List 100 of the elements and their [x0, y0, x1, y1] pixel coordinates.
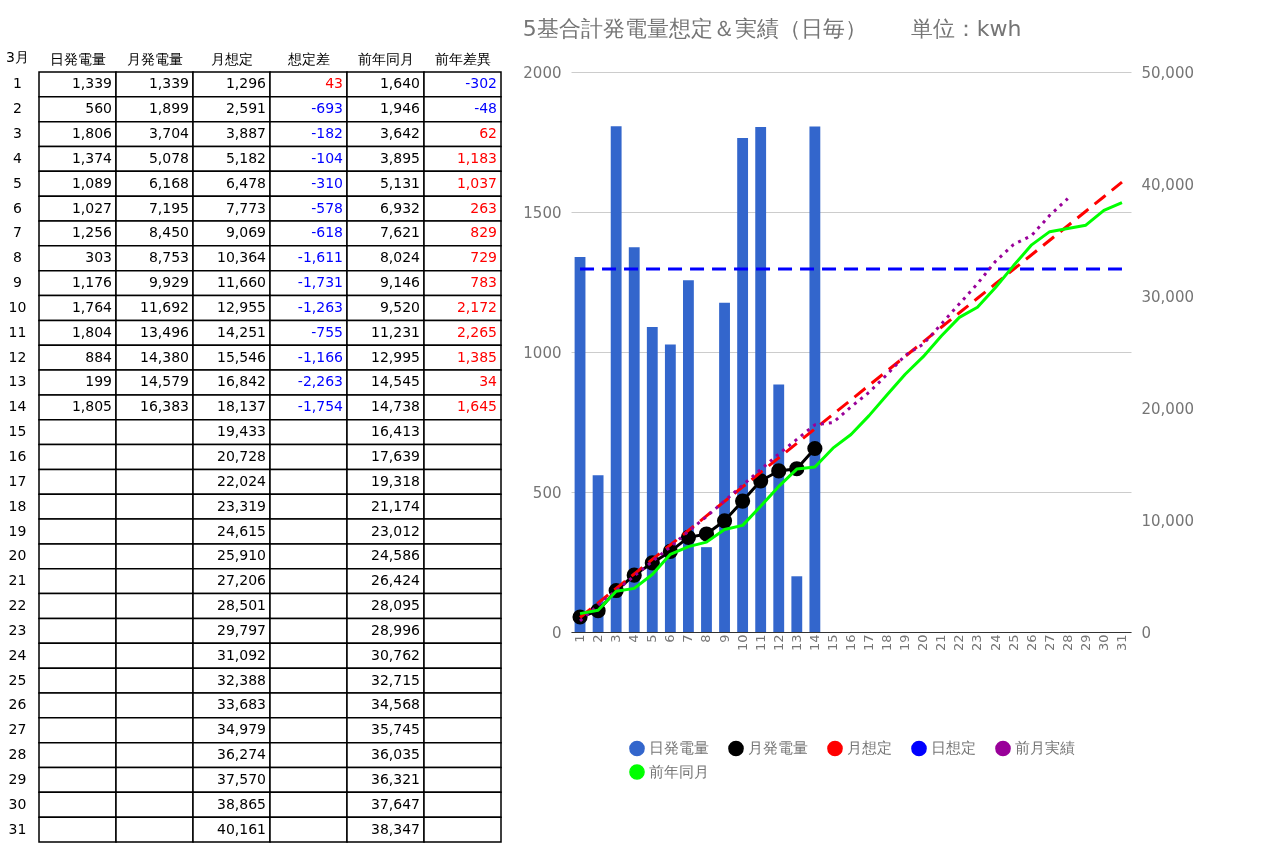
data-label: 21,174 [371, 497, 421, 514]
y-tick-label: 19 [8, 522, 27, 539]
data-label: 7,195 [148, 199, 189, 216]
x-tick-label: 18 [879, 634, 895, 652]
bar [610, 126, 622, 632]
data-label: 5,078 [148, 149, 189, 166]
x-tick-label: 24 [987, 634, 1003, 652]
y-tick-label: 1 [13, 75, 22, 92]
data-label: -578 [311, 199, 343, 216]
x-tick-label: 5 [644, 634, 660, 643]
y-tick-label: 21 [8, 572, 27, 589]
x-tick-label: 14 [806, 634, 822, 652]
data-label: -1,166 [297, 348, 344, 365]
data-label: 10,364 [217, 249, 267, 266]
data-label: 14,738 [371, 398, 420, 415]
data-label: 12,955 [217, 298, 266, 315]
y-tick-label: 12 [8, 348, 27, 365]
data-label: 9,146 [379, 274, 421, 291]
data-label: 25,910 [217, 547, 266, 564]
data-label: 29,797 [217, 621, 266, 638]
data-label: 22,024 [217, 472, 267, 489]
data-label: 1,899 [148, 100, 189, 117]
chart-title: 5基合計発電量想定＆実績（日毎） 単位：kwh [522, 16, 1022, 41]
x-tick-label: 2 [590, 634, 606, 643]
data-label: 17,639 [371, 448, 420, 464]
y-tick-label: 5 [13, 174, 22, 191]
data-label: 14,251 [217, 323, 266, 340]
point [735, 493, 751, 509]
data-label: 28,996 [371, 621, 421, 638]
data-label: 3,704 [148, 125, 190, 142]
data-label: 783 [470, 274, 497, 291]
x-tick-label: 17 [861, 634, 877, 652]
x-tick-label: 28 [1059, 634, 1075, 652]
data-label: 13,496 [140, 323, 190, 340]
x-tick-label: 6 [662, 634, 678, 643]
data-label: 23,319 [217, 497, 266, 514]
data-label: 31,092 [217, 646, 266, 663]
y-tick-label: 14 [8, 398, 27, 415]
data-label: 38,865 [217, 795, 266, 812]
y-tick-label: 10 [8, 298, 27, 315]
data-label: 27,206 [217, 572, 267, 589]
data-label: 37,647 [371, 795, 420, 812]
y-tick-label: 20 [8, 547, 27, 564]
data-label: 14,545 [371, 373, 420, 390]
data-label: 1,645 [456, 398, 497, 415]
data-label: -618 [311, 224, 343, 241]
data-label: 40,161 [217, 820, 266, 837]
data-label: 5,182 [225, 149, 266, 166]
data-label: 3,895 [379, 149, 420, 166]
data-label: 2,172 [456, 298, 497, 315]
data-label: 36,321 [371, 770, 420, 787]
x-tick-label: 22 [951, 634, 967, 652]
y-tick-label: 26 [8, 696, 27, 713]
y-tick-label: 2000 [523, 63, 562, 82]
data-label: 5,131 [379, 174, 420, 191]
data-label: 43 [325, 75, 343, 92]
data-label: 19,433 [217, 423, 266, 440]
data-label: 1,089 [71, 174, 112, 191]
data-label: 829 [470, 224, 497, 241]
data-label: 7,621 [379, 224, 420, 241]
data-label: 884 [85, 348, 113, 365]
data-label: 1,183 [456, 149, 497, 166]
data-label: 8,450 [148, 224, 189, 241]
data-label: 9,069 [225, 224, 266, 241]
y-tick-label: 1000 [523, 343, 562, 362]
data-label: 20,728 [217, 448, 266, 464]
x-tick-label: 26 [1023, 634, 1039, 652]
data-label: 11,231 [371, 323, 420, 340]
data-label: 34,979 [217, 721, 266, 738]
data-label: 32,715 [371, 671, 420, 688]
y2-tick-label: 20,000 [1141, 399, 1194, 418]
y-tick-label: 18 [8, 497, 27, 514]
data-label: 1,946 [379, 100, 421, 117]
bar [719, 302, 730, 632]
legend-label: 月発電量 [748, 739, 808, 758]
y2-tick-label: 0 [1141, 623, 1152, 642]
y-axis-title: 3月 [6, 48, 29, 65]
data-label: 12,995 [371, 348, 420, 365]
data-label: 34,568 [371, 696, 420, 713]
data-label: 8,753 [148, 249, 189, 266]
x-tick-label: 前年差異 [434, 50, 491, 67]
data-label: 33,683 [217, 696, 266, 713]
x-tick-label: 前年同月 [357, 50, 414, 67]
data-label: 28,501 [217, 597, 266, 614]
data-label: -104 [311, 149, 344, 166]
y2-tick-label: 40,000 [1141, 175, 1194, 194]
data-label: 11,692 [140, 298, 189, 315]
y-tick-label: 29 [8, 770, 27, 787]
data-label: -693 [311, 100, 343, 117]
data-label: 3,887 [225, 125, 266, 142]
data-label: 6,478 [225, 174, 266, 191]
y-tick-label: 9 [13, 274, 22, 291]
x-tick-label: 31 [1113, 634, 1129, 652]
point [716, 513, 733, 529]
data-label: 1,804 [71, 323, 113, 340]
data-label: 16,842 [217, 373, 266, 390]
data-label: 560 [85, 100, 112, 117]
data-label: 1,385 [456, 348, 497, 365]
data-label: 16,383 [140, 398, 189, 415]
y-tick-label: 3 [13, 125, 22, 142]
